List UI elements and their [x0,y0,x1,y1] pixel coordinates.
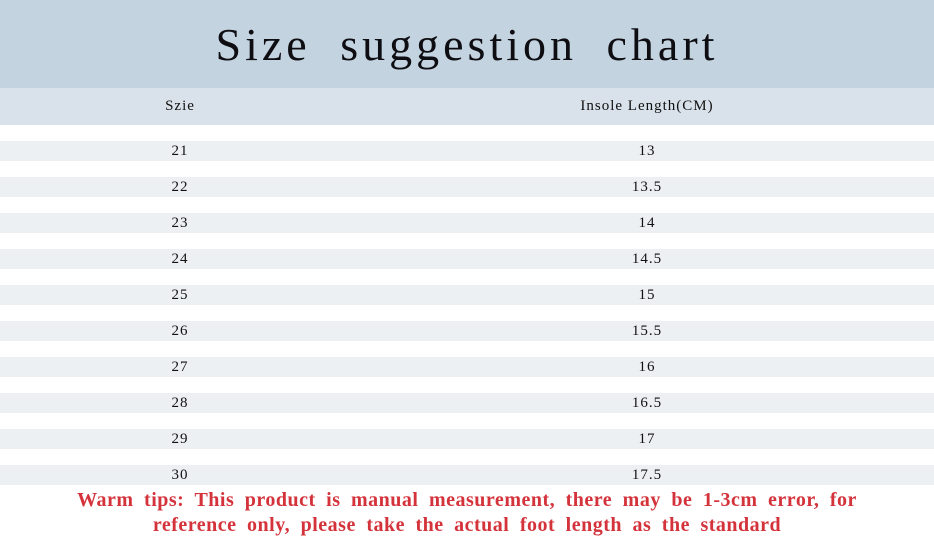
cell-insole-length: 16 [638,358,656,375]
table-row: 21 13 [0,125,934,161]
cell-size: 30 [171,466,189,483]
table-row-stripe: 29 17 [0,429,934,449]
column-header-insole-length: Insole Length(CM) [580,98,714,114]
table-row: 27 16 [0,341,934,377]
cell-size: 23 [171,214,189,231]
table-row-stripe: 28 16.5 [0,393,934,413]
cell-size: 21 [171,142,189,159]
table-row-stripe: 24 14.5 [0,249,934,269]
cell-size: 27 [171,358,189,375]
table-row-stripe: 30 17.5 [0,465,934,485]
cell-insole-length: 14 [638,214,656,231]
cell-insole-length: 13.5 [631,178,663,195]
table-row: 26 15.5 [0,305,934,341]
page-title: Size suggestion chart [215,18,719,70]
table-row-stripe: 27 16 [0,357,934,377]
warm-tips-line1: Warm tips: This product is manual measur… [77,489,857,511]
column-header-size: Szie [165,98,195,114]
warm-tips-text: Warm tips: This product is manual measur… [0,488,934,538]
warm-tips-line2: reference only, please take the actual f… [152,514,782,536]
cell-insole-length: 17 [638,430,656,447]
table-row-stripe: 25 15 [0,285,934,305]
table-row-stripe: 26 15.5 [0,321,934,341]
table-row-stripe: 22 13.5 [0,177,934,197]
cell-insole-length: 14.5 [631,250,663,267]
table-row: 24 14.5 [0,233,934,269]
cell-insole-length: 15.5 [631,322,663,339]
cell-size: 29 [171,430,189,447]
table-row: 28 16.5 [0,377,934,413]
table-row-stripe: 21 13 [0,141,934,161]
cell-insole-length: 16.5 [631,394,663,411]
table-header-row: Szie Insole Length(CM) [0,88,934,125]
table-row: 29 17 [0,413,934,449]
table-row: 22 13.5 [0,161,934,197]
table-row: 25 15 [0,269,934,305]
cell-insole-length: 13 [638,142,656,159]
cell-size: 28 [171,394,189,411]
cell-size: 26 [171,322,189,339]
table-row: 23 14 [0,197,934,233]
cell-insole-length: 15 [638,286,656,303]
title-band: Size suggestion chart [0,0,934,88]
size-table-body: 21 13 22 13.5 23 14 24 14.5 25 15 26 15.5 27 16 28 16.5… [0,125,934,485]
cell-size: 25 [171,286,189,303]
cell-size: 22 [171,178,189,195]
table-row: 30 17.5 [0,449,934,485]
cell-insole-length: 17.5 [631,466,663,483]
cell-size: 24 [171,250,189,267]
table-row-stripe: 23 14 [0,213,934,233]
